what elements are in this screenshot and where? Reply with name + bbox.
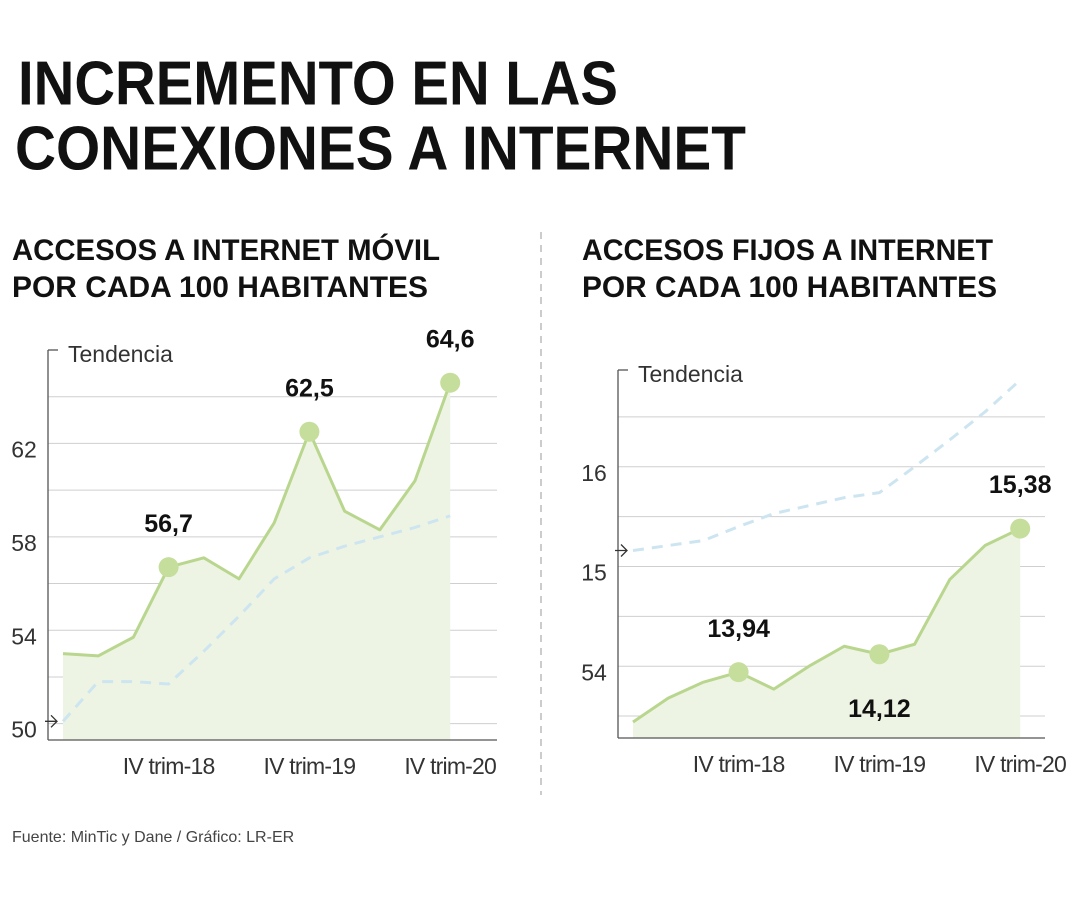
trend-start-arrow (615, 544, 628, 557)
legend-label: Tendencia (638, 361, 743, 387)
trend-start-arrow (45, 714, 58, 728)
x-tick-label: IV trim-20 (404, 753, 496, 779)
x-tick-label: IV trim-20 (974, 751, 1066, 777)
highlight-point (728, 662, 749, 683)
value-label: 15,38 (989, 471, 1052, 499)
main-title: INCREMENTO EN LAS (18, 49, 618, 118)
x-tick-label: IV trim-18 (123, 753, 215, 779)
x-tick-label: IV trim-19 (264, 753, 356, 779)
source: Fuente: MinTic y Dane / Gráfico: LR-ER (12, 829, 294, 846)
x-tick-label: IV trim-19 (834, 751, 926, 777)
highlight-point (869, 644, 890, 665)
area (63, 382, 451, 740)
chart-title: POR CADA 100 HABITANTES (12, 271, 428, 304)
legend-label: Tendencia (68, 341, 173, 367)
value-label: 14,12 (848, 695, 911, 723)
area (633, 528, 1021, 738)
y-tick-label: 16 (581, 460, 607, 486)
value-label: 13,94 (707, 615, 770, 643)
y-tick-label: 54 (581, 659, 607, 685)
value-label: 62,5 (285, 374, 334, 402)
chart-title: POR CADA 100 HABITANTES (582, 271, 997, 304)
highlight-point (158, 557, 179, 578)
y-tick-label: 54 (11, 623, 37, 649)
highlight-point (299, 421, 320, 442)
x-tick-label: IV trim-18 (693, 751, 785, 777)
value-label: 56,7 (144, 510, 193, 538)
highlight-point (1010, 518, 1031, 539)
trend-line (632, 378, 1022, 552)
y-tick-label: 62 (11, 436, 37, 462)
main-title: CONEXIONES A INTERNET (15, 114, 746, 183)
y-tick-label: 50 (11, 717, 37, 743)
chart-title: ACCESOS A INTERNET MÓVIL (12, 233, 440, 267)
data-line (632, 527, 1021, 724)
y-tick-label: 58 (11, 530, 37, 556)
data-line (62, 382, 452, 658)
trend-line (61, 514, 451, 723)
highlight-point (440, 372, 461, 393)
value-label: 64,6 (426, 325, 475, 353)
y-tick-label: 15 (581, 560, 607, 586)
chart-title: ACCESOS FIJOS A INTERNET (582, 234, 993, 267)
